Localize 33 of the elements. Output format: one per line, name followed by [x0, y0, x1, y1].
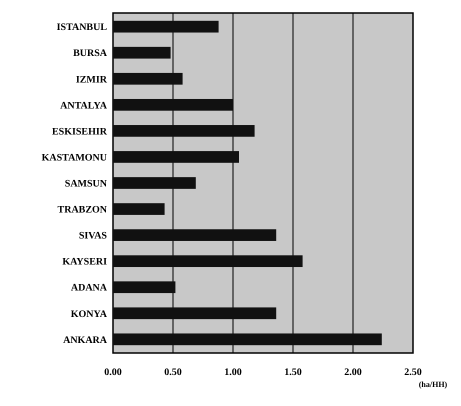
x-tick-label: 0.00: [104, 367, 122, 378]
y-tick-label: KONYA: [70, 308, 108, 320]
bar: [113, 151, 239, 163]
y-tick-label: TRABZON: [58, 204, 108, 216]
bar: [113, 333, 382, 346]
bar: [113, 46, 171, 59]
bar: [113, 177, 196, 189]
y-tick-label: ADANA: [70, 282, 108, 294]
y-tick-label: SAMSUN: [64, 178, 108, 190]
bar: [113, 125, 255, 137]
y-tick-label: ANTALYA: [60, 100, 108, 112]
y-tick-label: SIVAS: [78, 230, 108, 242]
bar: [113, 255, 303, 268]
x-tick-label: 1.00: [224, 367, 242, 378]
bar: [113, 281, 176, 294]
x-tick-label: 0.50: [164, 367, 182, 378]
y-tick-label: KASTAMONU: [42, 152, 107, 164]
y-tick-label: IZMIR: [76, 74, 108, 86]
x-tick-label: 2.00: [344, 367, 362, 378]
y-tick-label: ANKARA: [63, 334, 108, 346]
bar: [113, 98, 233, 111]
y-tick-label: BURSA: [73, 48, 108, 60]
y-tick-label: ESKISEHIR: [52, 126, 108, 138]
x-axis-title: (ha/HH): [418, 380, 448, 389]
bar: [113, 203, 165, 215]
x-tick-label: 2.50: [404, 367, 422, 378]
y-tick-label: KAYSERI: [62, 256, 108, 268]
bar: [113, 307, 276, 320]
x-tick-label: 1.50: [284, 367, 302, 378]
y-tick-label: ISTANBUL: [56, 22, 108, 34]
bar: [113, 229, 276, 241]
bar: [113, 20, 219, 33]
bar: [113, 72, 183, 85]
